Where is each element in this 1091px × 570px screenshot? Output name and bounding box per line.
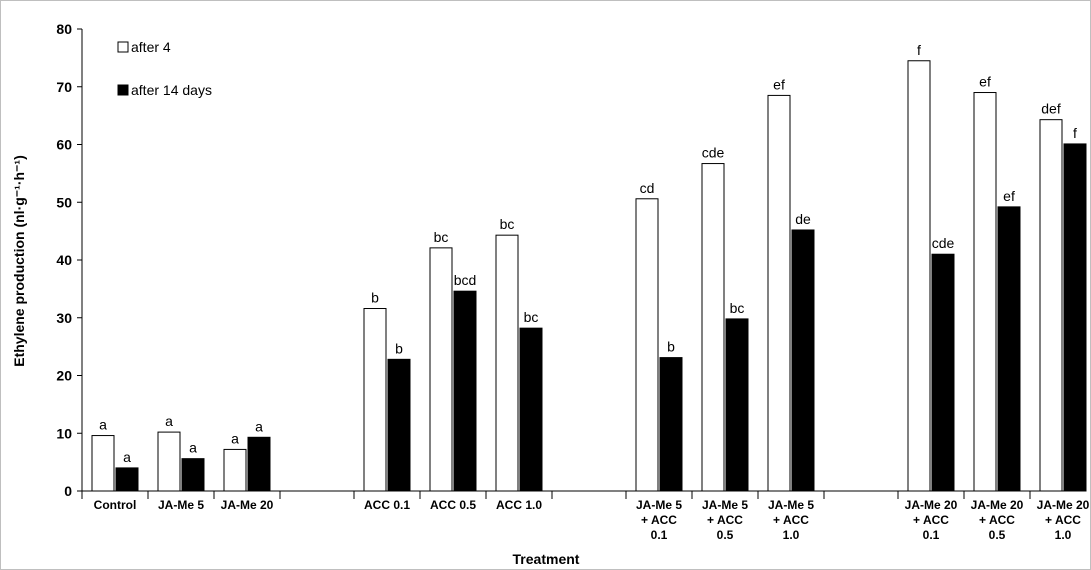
significance-label: bcd [454,272,477,288]
bar [997,206,1021,492]
y-tick-label: 80 [56,21,72,37]
significance-label: bc [524,309,539,325]
x-tick-label: + ACC [707,513,743,527]
x-tick-label: JA-Me 20 [221,498,274,512]
bar [363,308,387,492]
bar [223,448,247,492]
bar [429,247,453,492]
legend: after 4 after 14 days [117,39,212,98]
x-tick-label: ACC 0.1 [364,498,410,512]
significance-label: f [917,42,921,58]
significance-label: a [231,430,239,446]
x-tick-label: 0.1 [651,528,668,542]
y-tick-label: 30 [56,310,72,326]
x-tick-label: JA-Me 5 [702,498,748,512]
significance-label: def [1041,101,1061,117]
significance-label: bc [730,300,745,316]
legend-label: after 4 [131,39,171,55]
significance-label: a [255,418,263,434]
x-tick-label: 0.1 [923,528,940,542]
y-tick-label: 10 [56,425,72,441]
significance-label: a [99,417,107,433]
x-tick-label: 1.0 [783,528,800,542]
significance-label: ef [773,76,785,92]
bar [931,253,955,492]
x-tick-label: JA-Me 5 [768,498,814,512]
y-tick-label: 60 [56,137,72,153]
bar [725,318,749,492]
legend-swatch [117,41,129,53]
bar [453,290,477,492]
y-axis-label: Ethylene production (nl·g⁻¹·h⁻¹) [11,155,27,367]
bar [635,198,659,492]
y-tick-label: 40 [56,252,72,268]
bar [701,163,725,492]
x-tick-label: JA-Me 5 [158,498,204,512]
significance-label: b [395,340,403,356]
legend-label: after 14 days [131,82,212,98]
bar [115,467,139,492]
x-tick-label: ACC 1.0 [496,498,542,512]
significance-label: ef [979,74,991,90]
x-tick-label: 1.0 [1055,528,1072,542]
significance-label: a [189,440,197,456]
significance-label: b [371,290,379,306]
x-tick-label: JA-Me 5 [636,498,682,512]
bars: aaaaaabbbcbcdbcbccdbcdebcefdefcdeefefdef… [91,42,1087,492]
bar [1039,119,1063,492]
x-axis-label: Treatment [513,551,580,567]
bar [181,458,205,492]
bar [1063,143,1087,492]
significance-label: cde [702,145,725,161]
x-tick-label: + ACC [641,513,677,527]
y-tick-label: 70 [56,79,72,95]
x-tick-label: 0.5 [717,528,734,542]
significance-label: de [795,211,811,227]
x-tick-label: + ACC [773,513,809,527]
y-tick-label: 20 [56,368,72,384]
x-tick-label: Control [94,498,137,512]
significance-label: ef [1003,188,1015,204]
significance-label: f [1073,125,1077,141]
significance-label: bc [500,216,515,232]
bar [91,435,115,492]
significance-label: a [165,413,173,429]
significance-label: cde [932,235,955,251]
x-tick-label: 0.5 [989,528,1006,542]
x-tick-label: + ACC [1045,513,1081,527]
x-tick-label: + ACC [979,513,1015,527]
x-tick-label: + ACC [913,513,949,527]
significance-label: bc [434,229,449,245]
significance-label: cd [640,180,655,196]
bar [157,431,181,492]
x-tick-label: JA-Me 20 [905,498,958,512]
y-tick-label: 50 [56,194,72,210]
bar [387,358,411,492]
bar [973,92,997,492]
bar [495,234,519,492]
significance-label: a [123,449,131,465]
x-tick-label: JA-Me 20 [1037,498,1090,512]
bar [907,60,931,492]
x-tick-label: ACC 0.5 [430,498,476,512]
x-tick-label: JA-Me 20 [971,498,1024,512]
bar [247,436,271,492]
category-labels: Control JA-Me 5 JA-Me 20 ACC 0.1 ACC 0.5 ACC … [94,498,1090,542]
bar [791,229,815,492]
bar [519,327,543,492]
bar [659,357,683,492]
significance-label: b [667,339,675,355]
y-tick-label: 0 [64,483,72,499]
bar [767,94,791,492]
legend-swatch [117,84,129,96]
